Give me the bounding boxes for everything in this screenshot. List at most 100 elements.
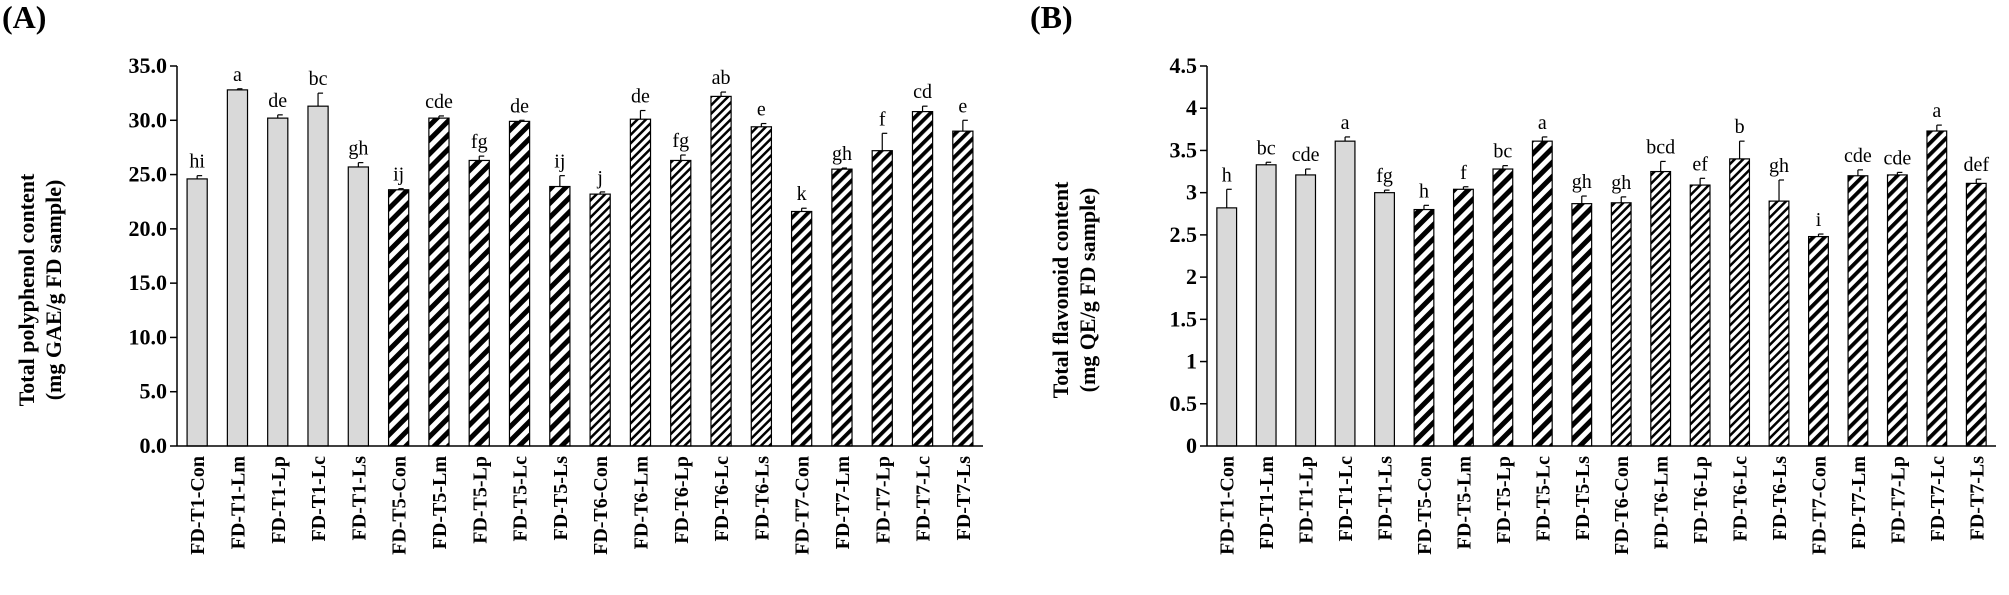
significance-letter: de	[631, 86, 650, 108]
bar	[1334, 140, 1356, 447]
x-tick-label: FD-T6-Lm	[1651, 456, 1673, 550]
error-bar	[1226, 188, 1232, 208]
significance-letter: bc	[309, 68, 328, 90]
x-tick-label: FD-T7-Lp	[872, 456, 894, 544]
error-bar	[398, 188, 404, 190]
y-tick-label: 10.0	[129, 324, 168, 349]
y-tick-label: 0.0	[140, 433, 168, 458]
x-tick-label: FD-T5-Lc	[510, 456, 532, 542]
y-axis-title-a-line1: Total polyphenol content	[14, 173, 39, 406]
error-bar	[1383, 189, 1390, 193]
error-bar	[1896, 171, 1903, 175]
significance-letter: cde	[425, 91, 453, 113]
x-tick-label: FD-T5-Con	[389, 456, 411, 555]
bar	[790, 210, 813, 447]
y-tick-label: 30.0	[129, 107, 168, 132]
significance-letter: bcd	[1646, 136, 1675, 158]
y-tick-label: 5.0	[140, 379, 168, 404]
x-tick-label: FD-T5-Lp	[469, 456, 491, 544]
y-tick-label: 1.5	[1170, 306, 1198, 331]
y-axis-title-b-line1: Total flavonoid content	[1048, 181, 1073, 398]
significance-letter: h	[1222, 164, 1232, 186]
y-tick-label: 15.0	[129, 270, 168, 295]
significance-letter: gh	[1611, 172, 1631, 194]
bar	[750, 126, 773, 447]
significance-letter: cd	[913, 81, 932, 103]
bar	[428, 117, 450, 447]
error-bar	[196, 175, 203, 179]
bar	[1650, 170, 1672, 447]
bar	[549, 185, 571, 447]
significance-letter: b	[1735, 116, 1745, 138]
x-tick-label: FD-T1-Lp	[1296, 456, 1318, 544]
error-bar	[518, 119, 525, 122]
significance-letter: fg	[1376, 165, 1393, 187]
bar	[1689, 184, 1711, 447]
significance-letter: gh	[1769, 155, 1789, 177]
significance-letter: def	[1964, 154, 1990, 176]
x-tick-label: FD-T7-Con	[1808, 456, 1830, 555]
x-tick-label: FD-T6-Lc	[711, 456, 733, 542]
significance-letter: cde	[1844, 145, 1872, 167]
x-tick-label: FD-T6-Lm	[630, 456, 652, 550]
x-tick-label: FD-T5-Lp	[1493, 456, 1515, 544]
significance-letter: cde	[1292, 144, 1320, 166]
x-tick-label: FD-T5-Ls	[550, 456, 572, 541]
bar	[1216, 207, 1238, 447]
error-bar	[438, 115, 444, 119]
bar	[1413, 208, 1435, 447]
error-bar	[1936, 124, 1942, 132]
bar	[1452, 188, 1474, 447]
significance-letter: h	[1419, 180, 1429, 202]
bar	[1492, 168, 1514, 447]
significance-letter: a	[1341, 112, 1350, 134]
error-bar	[357, 162, 364, 167]
bar	[952, 130, 974, 447]
significance-letter: ab	[712, 67, 731, 89]
significance-letter: i	[1816, 209, 1822, 231]
error-bar	[478, 155, 485, 161]
bar	[307, 105, 329, 447]
flavonoid-chart: (B) Total flavonoid content (mg QE/g FD …	[1030, 0, 1996, 555]
bar	[1965, 182, 1987, 447]
error-bar	[760, 122, 767, 127]
panel-label-a: (A)	[2, 0, 46, 35]
bar	[1886, 174, 1908, 447]
significance-letter: f	[879, 108, 886, 130]
significance-letter: fg	[672, 130, 689, 152]
error-bar	[720, 91, 727, 97]
significance-letter: e	[757, 99, 766, 121]
x-tick-label: FD-T6-Lp	[671, 456, 693, 544]
significance-letter: f	[1460, 162, 1467, 184]
x-tick-label: FD-T7-Lm	[1848, 456, 1870, 550]
x-tick-label: FD-T1-Lm	[227, 456, 249, 550]
error-bar	[236, 88, 243, 90]
y-tick-label: 3.5	[1170, 137, 1198, 162]
x-tick-label: FD-T7-Lc	[913, 456, 935, 542]
error-bar	[1423, 204, 1429, 210]
error-bar	[639, 109, 646, 120]
bar	[1255, 164, 1277, 447]
y-axis-title-b-line2: (mg QE/g FD sample)	[1075, 188, 1100, 393]
error-bar	[559, 175, 565, 187]
error-bar	[680, 154, 686, 161]
bar	[226, 89, 249, 447]
bar	[1847, 175, 1869, 447]
x-tick-label: FD-T6-Ls	[1769, 456, 1791, 541]
bar	[629, 118, 652, 447]
error-bar	[317, 92, 324, 107]
significance-letter: de	[268, 90, 287, 112]
bar	[1374, 192, 1395, 447]
significance-letter: hi	[189, 151, 205, 173]
x-tick-label: FD-T6-Lp	[1690, 456, 1712, 544]
error-bar	[1778, 179, 1785, 202]
y-tick-label: 25.0	[129, 162, 168, 187]
x-tick-label: FD-T7-Ls	[953, 456, 975, 541]
significance-letter: gh	[348, 138, 368, 160]
bar	[1531, 140, 1553, 447]
error-bar	[1660, 160, 1666, 172]
error-bar	[1699, 177, 1706, 186]
significance-letter: ef	[1692, 153, 1708, 175]
error-bar	[1344, 136, 1351, 142]
